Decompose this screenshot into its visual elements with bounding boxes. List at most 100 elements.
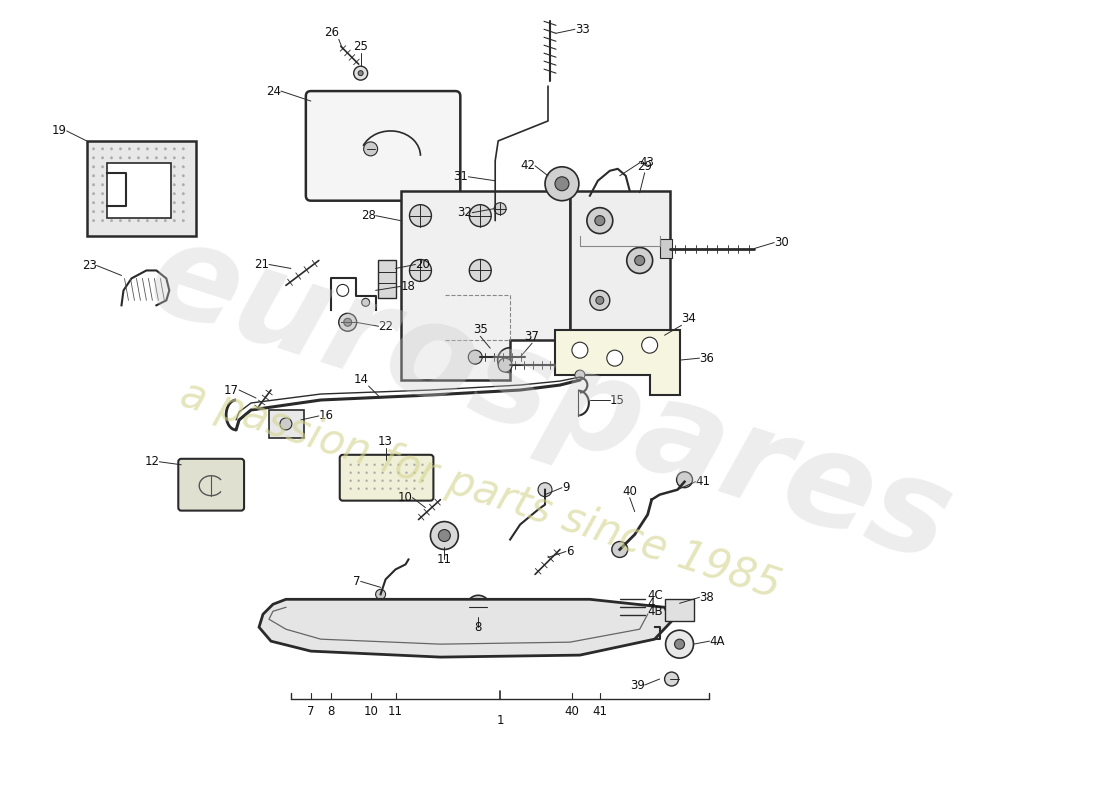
Circle shape — [641, 338, 658, 353]
Circle shape — [362, 298, 370, 306]
Bar — [107, 163, 172, 218]
Text: 25: 25 — [353, 40, 369, 54]
Text: 14: 14 — [353, 373, 369, 386]
Circle shape — [173, 166, 176, 168]
Text: 29: 29 — [637, 160, 652, 173]
Circle shape — [138, 157, 140, 159]
Circle shape — [365, 488, 367, 490]
Circle shape — [164, 157, 166, 159]
Circle shape — [350, 464, 352, 466]
Circle shape — [664, 672, 679, 686]
Circle shape — [350, 480, 352, 482]
Circle shape — [119, 183, 122, 186]
Circle shape — [374, 464, 375, 466]
Text: 36: 36 — [700, 352, 714, 365]
Text: 31: 31 — [453, 170, 469, 183]
Circle shape — [138, 210, 140, 213]
Circle shape — [92, 183, 95, 186]
Circle shape — [279, 418, 292, 430]
Circle shape — [173, 193, 176, 195]
Circle shape — [337, 285, 349, 296]
Circle shape — [101, 174, 103, 177]
Text: 32: 32 — [458, 206, 472, 219]
Circle shape — [498, 358, 513, 372]
Text: 21: 21 — [254, 258, 270, 271]
Circle shape — [406, 480, 407, 482]
Text: 41: 41 — [695, 475, 711, 488]
FancyBboxPatch shape — [306, 91, 460, 201]
Circle shape — [164, 193, 166, 195]
FancyBboxPatch shape — [178, 458, 244, 510]
Circle shape — [119, 148, 122, 150]
Circle shape — [146, 166, 148, 168]
Circle shape — [164, 148, 166, 150]
Text: 8: 8 — [474, 621, 482, 634]
Text: 4A: 4A — [710, 634, 725, 648]
Text: 34: 34 — [682, 312, 696, 326]
Circle shape — [138, 202, 140, 204]
Text: 23: 23 — [81, 259, 97, 272]
Bar — [270, 410, 304, 438]
Text: 13: 13 — [378, 435, 393, 448]
Circle shape — [572, 342, 587, 358]
Circle shape — [155, 174, 157, 177]
Text: 26: 26 — [323, 26, 339, 39]
Circle shape — [414, 488, 416, 490]
Circle shape — [354, 66, 367, 80]
Circle shape — [365, 472, 367, 474]
Circle shape — [155, 193, 157, 195]
Text: 15: 15 — [609, 394, 625, 406]
Circle shape — [110, 157, 112, 159]
Circle shape — [183, 183, 185, 186]
Circle shape — [173, 183, 176, 186]
Circle shape — [350, 472, 352, 474]
Circle shape — [183, 202, 185, 204]
Circle shape — [129, 148, 131, 150]
Circle shape — [389, 464, 392, 466]
Circle shape — [92, 210, 95, 213]
Circle shape — [676, 472, 693, 488]
Circle shape — [389, 488, 392, 490]
Circle shape — [183, 193, 185, 195]
Circle shape — [575, 370, 585, 380]
Circle shape — [183, 157, 185, 159]
Circle shape — [414, 472, 416, 474]
Circle shape — [119, 157, 122, 159]
Circle shape — [406, 464, 407, 466]
Circle shape — [129, 157, 131, 159]
Circle shape — [374, 488, 375, 490]
Circle shape — [110, 210, 112, 213]
Circle shape — [164, 219, 166, 222]
Circle shape — [556, 177, 569, 190]
Circle shape — [92, 166, 95, 168]
Circle shape — [595, 216, 605, 226]
Text: 38: 38 — [700, 591, 714, 604]
Circle shape — [110, 148, 112, 150]
Circle shape — [146, 183, 148, 186]
Circle shape — [607, 350, 623, 366]
Circle shape — [382, 464, 384, 466]
Circle shape — [173, 148, 176, 150]
Circle shape — [101, 183, 103, 186]
Circle shape — [173, 219, 176, 222]
Circle shape — [173, 174, 176, 177]
Circle shape — [110, 219, 112, 222]
Circle shape — [339, 314, 356, 331]
Text: 24: 24 — [266, 85, 280, 98]
Circle shape — [138, 193, 140, 195]
Text: 35: 35 — [473, 323, 487, 336]
Circle shape — [119, 174, 122, 177]
Circle shape — [92, 219, 95, 222]
Circle shape — [397, 472, 399, 474]
Circle shape — [409, 205, 431, 226]
Circle shape — [146, 219, 148, 222]
Circle shape — [129, 183, 131, 186]
Circle shape — [382, 472, 384, 474]
Circle shape — [590, 290, 609, 310]
Circle shape — [358, 480, 360, 482]
Circle shape — [146, 174, 148, 177]
Circle shape — [92, 157, 95, 159]
Circle shape — [155, 183, 157, 186]
Circle shape — [164, 210, 166, 213]
Circle shape — [343, 318, 352, 326]
